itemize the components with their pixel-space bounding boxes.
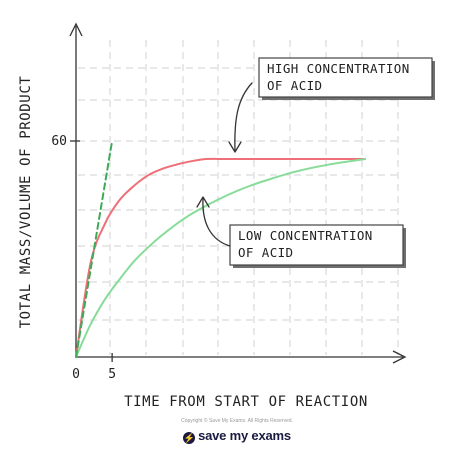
series (75, 140, 366, 358)
axes (69, 22, 407, 364)
brand-logo-icon: ⚡ (183, 432, 196, 444)
x-tick-label: 5 (108, 367, 116, 382)
series-line-high-concentration-of-acid (75, 157, 366, 358)
x-tick-label: 0 (72, 367, 80, 382)
x-axis-arrow (392, 350, 407, 364)
y-axis-label: TOTAL MASS/VOLUME OF PRODUCT (18, 76, 34, 329)
callout-arrow (234, 82, 253, 151)
series-line-low-concentration-of-acid (75, 158, 366, 358)
callout-box (258, 57, 433, 98)
callout-text: OF ACID (267, 78, 322, 93)
callout-box (229, 224, 404, 266)
copyright-text: Copyright © Save My Exams. All Rights Re… (181, 418, 293, 424)
callout-arrowhead (196, 196, 210, 208)
ticks: 60 0 5 (51, 134, 116, 382)
callout-arrow (202, 198, 231, 247)
brand-logo: ⚡ save my exams (0, 428, 474, 444)
brand-logo-text: save my exams (198, 428, 291, 443)
callout-text: LOW CONCENTRATION (238, 228, 373, 243)
y-axis-arrow (69, 22, 83, 37)
series-line-initial-rate (75, 140, 114, 358)
callout-text: HIGH CONCENTRATION (267, 61, 410, 76)
callout-arrowhead (228, 141, 242, 153)
annotations: HIGH CONCENTRATION OF ACID LOW CONCENTRATI… (196, 57, 435, 268)
x-axis-label: TIME FROM START OF REACTION (124, 394, 368, 410)
y-tick-label: 60 (51, 134, 67, 149)
callout-text: OF ACID (238, 245, 293, 260)
